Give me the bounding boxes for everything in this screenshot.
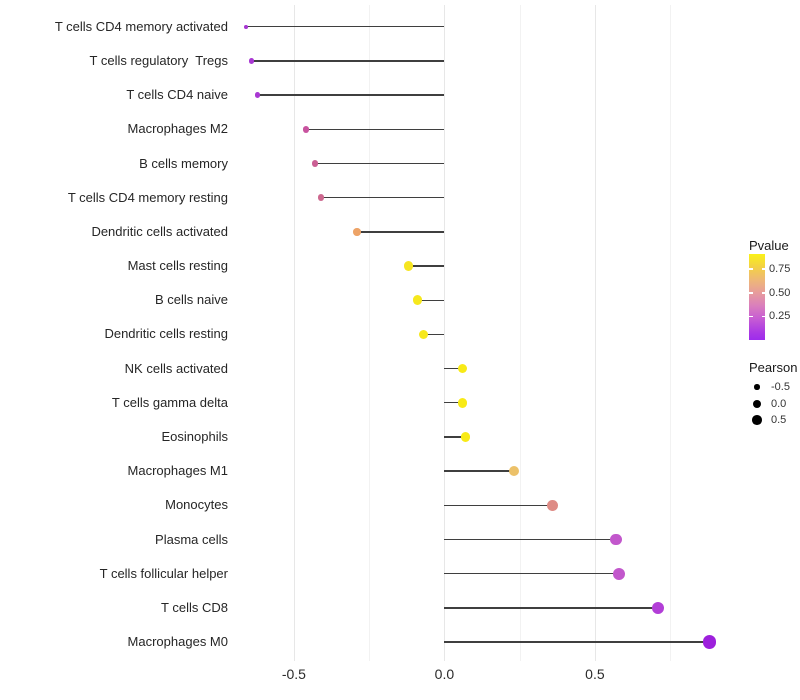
gridline-minor (670, 5, 672, 661)
pearson-legend-dot (752, 415, 762, 425)
pearson-legend-title: Pearson (749, 360, 798, 375)
data-point-dot (702, 635, 716, 649)
lollipop-stem (444, 641, 710, 643)
gridline-minor (519, 5, 521, 661)
lollipop-stem (305, 128, 445, 131)
data-point-dot (255, 92, 261, 98)
data-point-dot (651, 601, 665, 615)
lollipop-stem (357, 231, 445, 233)
gridline-minor (369, 5, 371, 661)
lollipop-stem (251, 60, 445, 62)
data-point-dot (610, 533, 622, 546)
y-axis-label: T cells regulatory Tregs (89, 52, 228, 68)
data-point-dot (508, 466, 519, 477)
y-axis-label: T cells CD4 memory resting (67, 189, 228, 205)
y-axis-label: Macrophages M2 (127, 121, 228, 137)
data-point-dot (249, 58, 255, 64)
x-axis-tick-label: 0.5 (585, 666, 605, 682)
lollipop-stem (444, 436, 466, 438)
y-axis-label: T cells gamma delta (111, 394, 228, 410)
data-point-dot (457, 363, 468, 374)
y-axis-label: B cells memory (139, 155, 228, 171)
pvalue-legend-value: 0.50 (769, 286, 791, 299)
data-point-dot (243, 24, 248, 29)
data-point-dot (418, 329, 429, 340)
data-point-dot (302, 126, 310, 133)
lollipop-stem (257, 94, 445, 96)
y-axis-label: Mast cells resting (127, 258, 228, 274)
data-point-dot (403, 261, 413, 271)
lollipop-stem (444, 470, 514, 472)
data-point-dot (311, 160, 319, 167)
pvalue-bar-tick (749, 268, 753, 270)
y-axis-label: Dendritic cells resting (104, 326, 228, 342)
pearson-legend-value: 0.0 (771, 397, 787, 410)
y-axis-label: Plasma cells (155, 531, 228, 547)
lollipop-stem (444, 538, 616, 541)
data-point-dot (457, 397, 468, 408)
y-axis-label: NK cells activated (124, 360, 228, 376)
pearson-legend-value: 0.5 (771, 414, 787, 426)
y-axis-label: Macrophages M0 (127, 634, 228, 650)
data-point-dot (460, 432, 471, 442)
gridline-major (594, 5, 596, 661)
lollipop-stem (314, 162, 445, 165)
lollipop-stem (444, 367, 463, 370)
pvalue-color-gradient-bar (749, 254, 765, 340)
lollipop-stem (444, 402, 463, 404)
pearson-legend-value: -0.5 (771, 381, 790, 393)
pearson-legend-dot (753, 399, 761, 408)
lollipop-stem (444, 607, 659, 609)
lollipop-stem (417, 299, 445, 301)
pearson-legend-dot (754, 384, 760, 390)
pvalue-bar-tick (749, 315, 753, 318)
lollipop-stem (245, 26, 445, 28)
y-axis-label: B cells naive (155, 292, 228, 308)
pvalue-legend-title: Pvalue (749, 238, 789, 253)
pvalue-legend-value: 0.25 (769, 310, 791, 323)
lollipop-stem (444, 572, 619, 575)
lollipop-stem (444, 504, 553, 506)
y-axis-label: Dendritic cells activated (91, 223, 228, 239)
x-axis-tick-label: 0.0 (434, 666, 455, 682)
lollipop-stem (320, 197, 445, 199)
data-point-dot (547, 499, 559, 511)
data-point-dot (412, 295, 423, 306)
gridline-major (444, 5, 446, 661)
data-point-dot (612, 567, 625, 580)
y-axis-label: T cells CD4 naive (126, 87, 228, 103)
pvalue-bar-tick (761, 315, 765, 318)
lollipop-stem (423, 333, 445, 336)
lollipop-stem (408, 265, 445, 267)
pvalue-bar-tick (761, 268, 765, 270)
y-axis-label: Eosinophils (161, 428, 229, 444)
pvalue-legend-value: 0.75 (769, 263, 791, 276)
x-axis-tick-label: -0.5 (281, 666, 306, 682)
y-axis-label: T cells CD4 memory activated (54, 18, 228, 34)
data-point-dot (317, 194, 325, 202)
data-point-dot (353, 228, 361, 236)
gridline-major (293, 5, 295, 661)
y-axis-label: Macrophages M1 (127, 463, 228, 479)
y-axis-label: T cells follicular helper (99, 565, 228, 581)
pvalue-bar-tick (761, 291, 765, 294)
y-axis-label: T cells CD8 (161, 599, 228, 615)
y-axis-label: Monocytes (165, 497, 228, 513)
pvalue-bar-tick (749, 291, 753, 294)
